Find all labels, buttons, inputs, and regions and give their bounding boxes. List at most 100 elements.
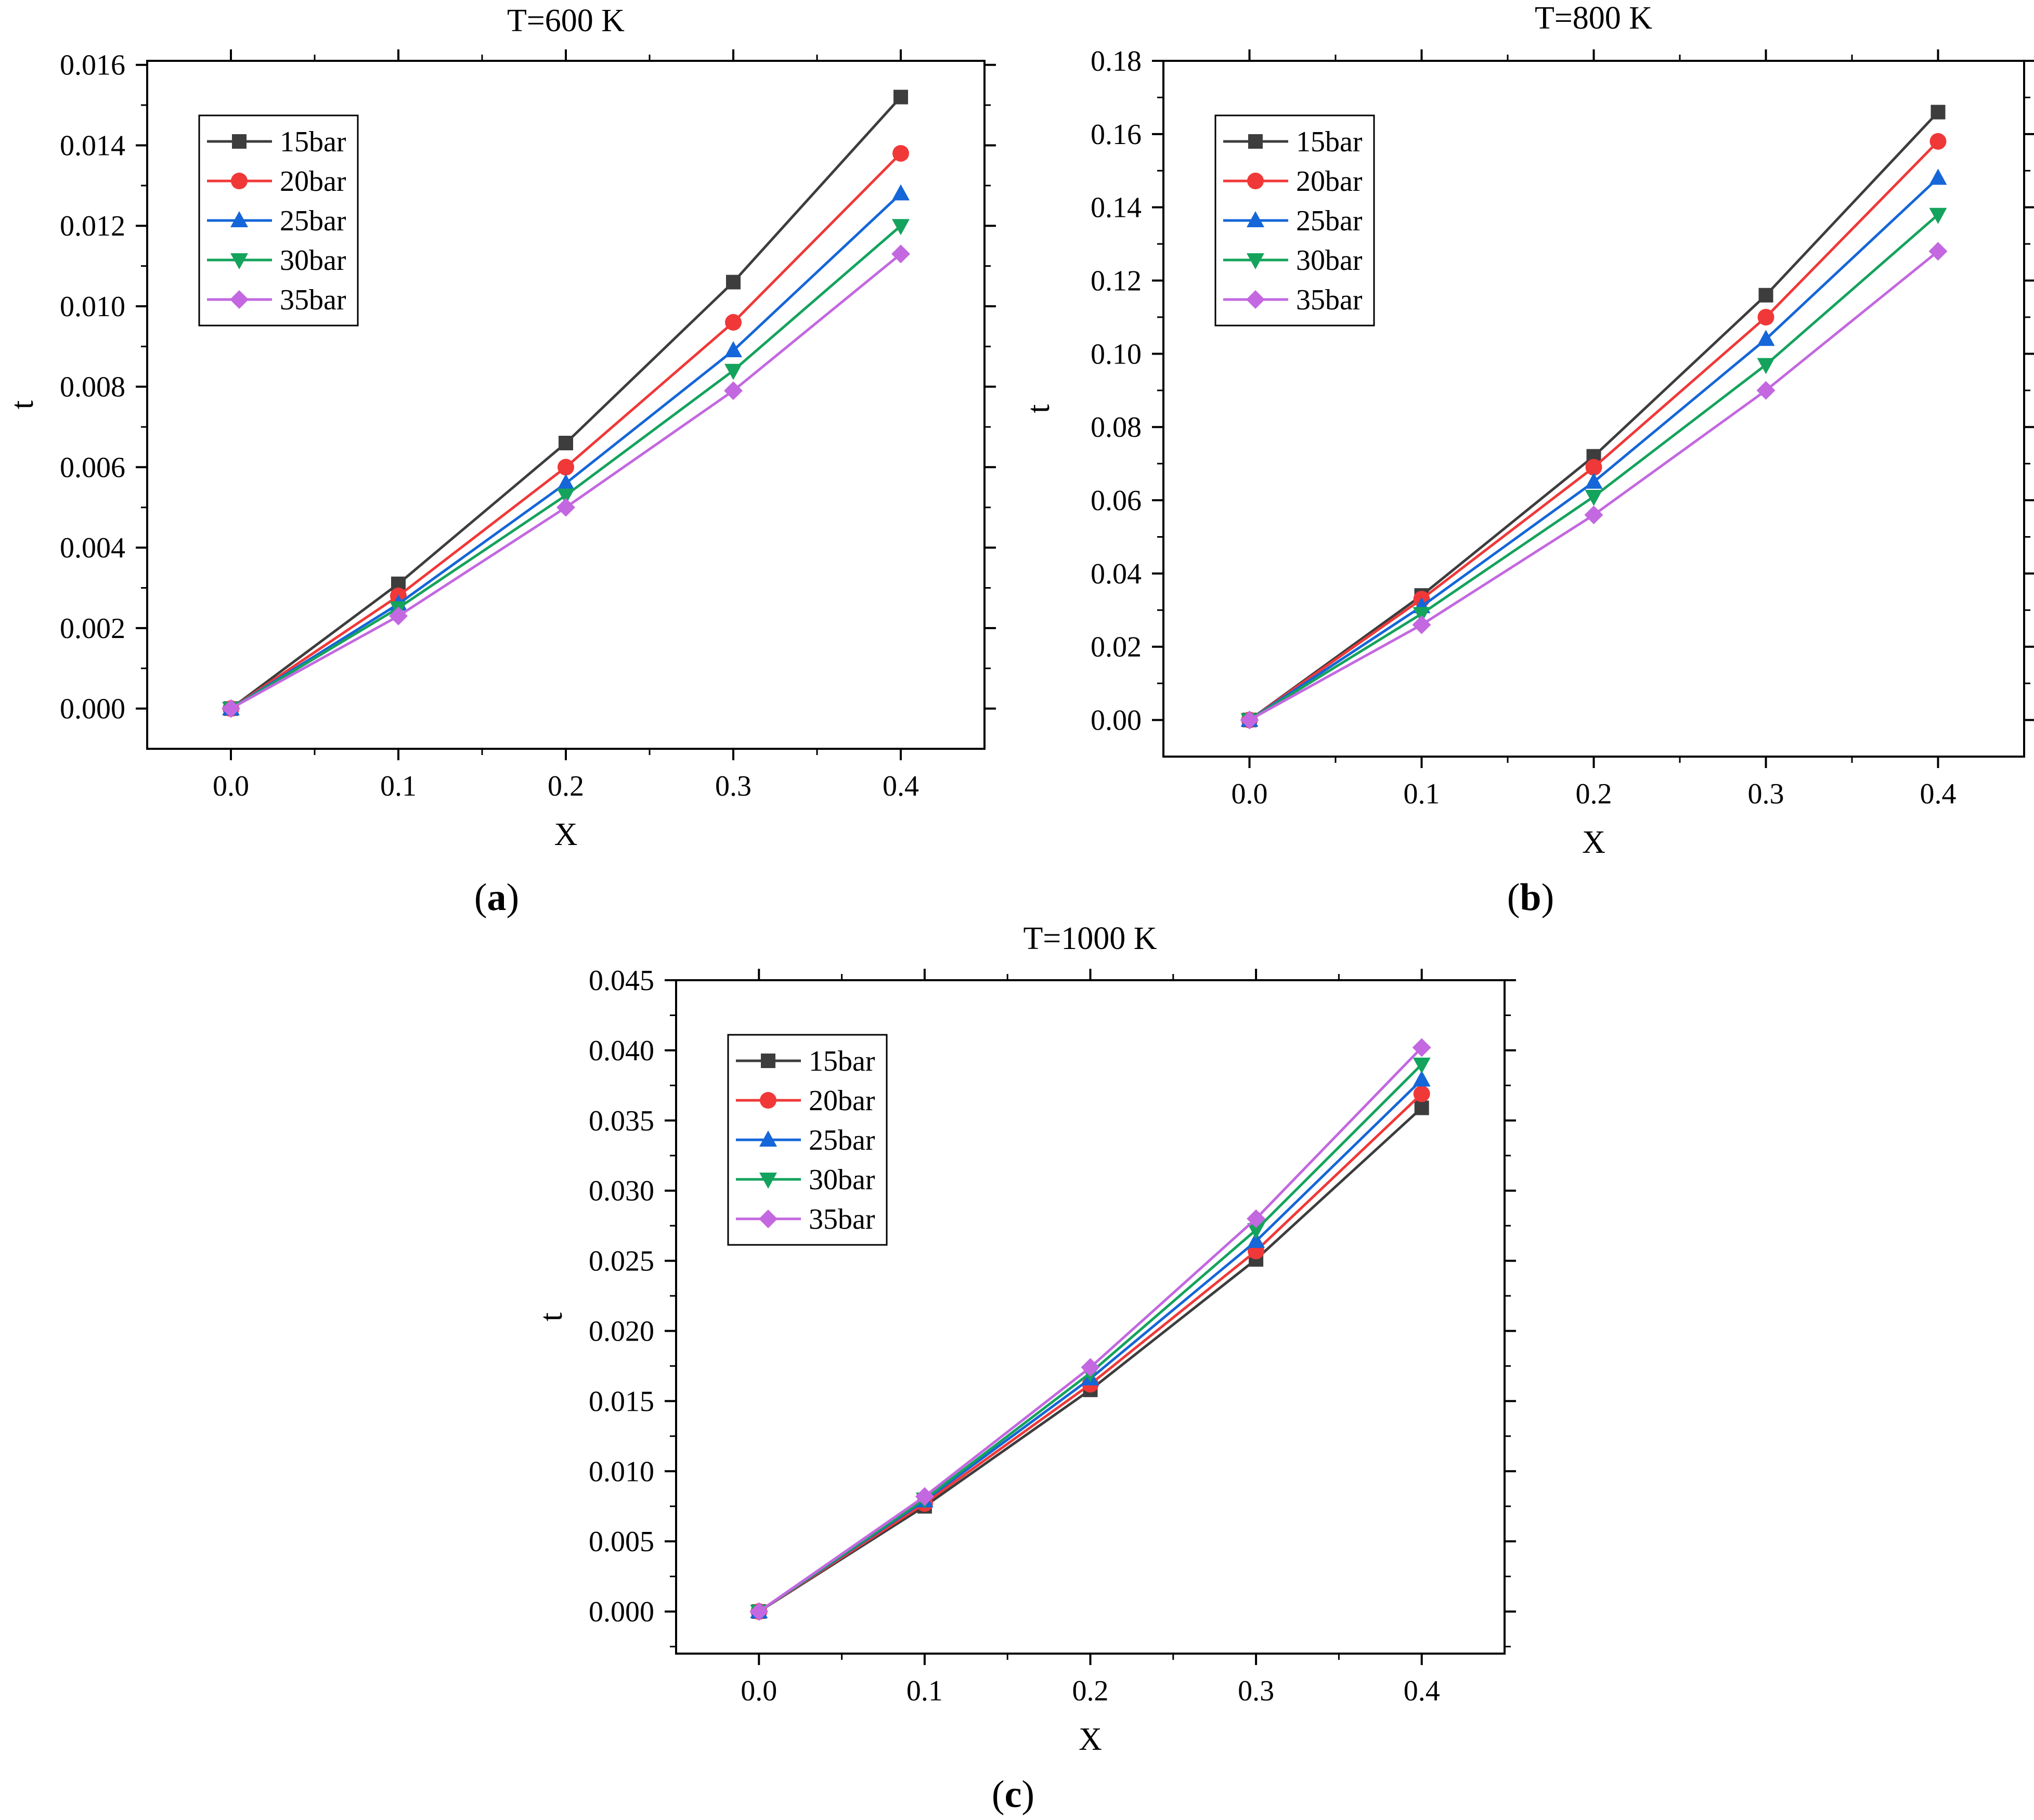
data-point-25bar: [1585, 472, 1603, 489]
data-point-35bar: [1081, 1358, 1100, 1377]
y-tick-label: 0.08: [1091, 411, 1142, 444]
data-point-25bar: [1929, 168, 1947, 185]
x-tick-label: 0.3: [715, 770, 752, 802]
data-point-20bar: [1413, 1085, 1430, 1102]
y-tick-label: 0.000: [60, 693, 125, 725]
data-point-25bar: [1247, 1231, 1265, 1248]
y-tick-label: 0.020: [589, 1315, 654, 1347]
legend-marker-20bar: [1247, 173, 1264, 189]
data-point-30bar: [1929, 207, 1947, 224]
legend-label-15bar: 15bar: [1296, 126, 1363, 158]
legend-marker-15bar: [232, 134, 247, 149]
data-point-35bar: [556, 498, 575, 517]
legend-label-35bar: 35bar: [1296, 284, 1363, 316]
legend-marker-15bar: [1248, 134, 1263, 149]
y-tick-label: 0.00: [1091, 705, 1142, 737]
y-tick-label: 0.012: [60, 210, 125, 242]
legend-label-35bar: 35bar: [809, 1203, 875, 1236]
data-point-35bar: [749, 1602, 769, 1621]
panel-caption: (b): [1507, 876, 1554, 919]
data-point-30bar: [1413, 1057, 1431, 1074]
data-point-25bar: [557, 474, 575, 490]
data-point-30bar: [1247, 1223, 1265, 1240]
data-point-20bar: [1929, 133, 1947, 150]
data-point-35bar: [389, 606, 408, 626]
legend-marker-20bar: [231, 173, 248, 189]
data-point-35bar: [1412, 1038, 1431, 1057]
y-tick-label: 0.025: [589, 1245, 654, 1278]
data-point-35bar: [1247, 1209, 1266, 1228]
chart-title: T=600 K: [507, 3, 625, 38]
x-axis-title: X: [1079, 1722, 1102, 1757]
chart-title: T=1000 K: [1023, 921, 1157, 956]
data-point-35bar: [1240, 710, 1259, 730]
caption-letter: c: [1005, 1773, 1022, 1816]
data-point-35bar: [222, 699, 240, 718]
caption-close-paren: ): [507, 876, 520, 919]
y-tick-label: 0.030: [589, 1175, 654, 1207]
data-point-25bar: [1413, 1070, 1431, 1087]
y-tick-label: 0.000: [589, 1596, 654, 1628]
legend-marker-35bar: [230, 290, 249, 309]
x-tick-label: 0.4: [1920, 778, 1957, 810]
y-tick-label: 0.04: [1091, 558, 1142, 590]
x-tick-label: 0.4: [1404, 1675, 1440, 1707]
legend-label-15bar: 15bar: [280, 126, 346, 158]
chart-panel-c: T=1000 K 0.0 0.1 0.2 0.3 0.4 0.000 0.005 0.010 0.…: [534, 921, 1516, 1816]
legend-marker-25bar: [1247, 211, 1264, 227]
chart-panel-a: T=600 K 0.0 0.1 0.2 0.3 0.4 0.000 0.002 0.004 0.0…: [5, 3, 996, 919]
y-tick-label: 0.016: [60, 49, 125, 82]
x-axis-title: X: [1582, 825, 1605, 860]
x-tick-label: 0.2: [548, 770, 584, 802]
caption-letter: b: [1520, 876, 1541, 919]
data-point-20bar: [1585, 459, 1602, 476]
data-point-15bar: [893, 89, 908, 105]
data-point-30bar: [557, 488, 575, 505]
y-axis-title: t: [1021, 404, 1056, 413]
data-point-35bar: [915, 1487, 934, 1506]
y-tick-label: 0.005: [589, 1526, 654, 1558]
data-point-15bar: [1931, 105, 1946, 120]
legend-marker-30bar: [1247, 253, 1264, 269]
legend-label-20bar: 20bar: [1296, 165, 1363, 198]
legend-label-30bar: 30bar: [809, 1164, 875, 1196]
caption-open-paren: (: [992, 1773, 1005, 1816]
y-tick-label: 0.015: [589, 1385, 654, 1418]
data-point-15bar: [559, 436, 573, 450]
y-tick-label: 0.10: [1091, 338, 1142, 370]
caption-open-paren: (: [1507, 876, 1520, 919]
data-point-30bar: [724, 363, 742, 380]
x-tick-label: 0.1: [906, 1675, 943, 1707]
caption-close-paren: ): [1021, 1773, 1034, 1816]
x-tick-label: 0.3: [1748, 778, 1784, 810]
y-axis-title: t: [5, 400, 40, 409]
legend-marker-30bar: [759, 1173, 777, 1189]
legend-marker-35bar: [759, 1210, 778, 1228]
caption-letter: a: [487, 876, 507, 919]
data-point-35bar: [1412, 615, 1431, 634]
y-axis-title: t: [534, 1312, 569, 1321]
x-axis-title: X: [554, 817, 578, 852]
data-point-15bar: [726, 275, 741, 290]
legend-label-25bar: 25bar: [1296, 205, 1363, 237]
x-tick-label: 0.2: [1072, 1675, 1109, 1707]
x-tick-label: 0.0: [1232, 778, 1268, 810]
data-point-25bar: [892, 184, 910, 201]
data-point-20bar: [1757, 308, 1774, 326]
x-tick-label: 0.3: [1238, 1675, 1274, 1707]
panel-caption: (a): [474, 876, 519, 919]
data-point-35bar: [724, 381, 743, 400]
legend-label-30bar: 30bar: [1296, 244, 1363, 277]
x-tick-label: 0.0: [213, 770, 249, 802]
legend-label-15bar: 15bar: [809, 1045, 875, 1077]
y-tick-label: 0.002: [60, 613, 125, 645]
x-tick-label: 0.1: [1404, 778, 1440, 810]
legend-label-20bar: 20bar: [280, 165, 346, 198]
data-point-20bar: [725, 314, 742, 331]
caption-open-paren: (: [474, 876, 487, 919]
y-tick-label: 0.18: [1091, 45, 1142, 77]
y-tick-label: 0.040: [589, 1035, 654, 1067]
y-tick-label: 0.14: [1091, 192, 1142, 224]
x-tick-label: 0.2: [1576, 778, 1612, 810]
data-point-30bar: [892, 219, 910, 236]
